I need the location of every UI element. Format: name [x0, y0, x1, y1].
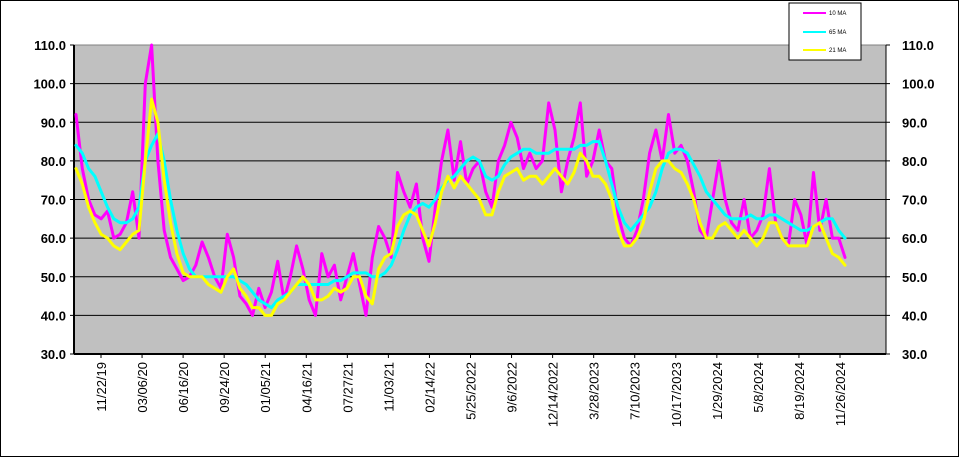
x-tick-label: 11/22/19 — [94, 362, 109, 412]
legend-label-65ma: 65 MA — [829, 30, 846, 36]
x-axis: 11/22/19 03/06/20 06/16/20 09/24/20 01/05/21… — [74, 353, 886, 427]
x-tick-label: 04/16/21 — [299, 362, 314, 413]
left-y-tick-label: 90.0 — [41, 115, 66, 130]
left-y-tick-label: 110.0 — [34, 38, 66, 53]
x-tick-label: 5/8/2024 — [751, 362, 766, 413]
x-tick-label: 7/10/2023 — [628, 362, 643, 420]
x-tick-label: 11/26/2024 — [833, 362, 848, 426]
left-y-tick-label: 40.0 — [41, 308, 66, 323]
x-tick-label: 01/05/21 — [258, 362, 273, 413]
x-tick-label: 11/03/21 — [381, 362, 396, 412]
legend-label-10ma: 10 MA — [829, 11, 846, 17]
series-layer — [74, 43, 847, 317]
right-y-tick-label: 110.0 — [902, 38, 934, 53]
left-y-tick-label: 30.0 — [41, 347, 66, 362]
left-y-tick-label: 50.0 — [41, 270, 66, 285]
x-tick-label: 03/06/20 — [135, 362, 150, 413]
legend-label-21ma: 21 MA — [829, 48, 846, 54]
x-tick-label: 12/14/2022 — [546, 362, 561, 427]
series-line-21-ma — [74, 97, 847, 317]
left-y-tick-label: 80.0 — [41, 154, 66, 169]
right-y-tick-label: 60.0 — [902, 231, 927, 246]
x-tick-label: 9/6/2022 — [505, 362, 520, 413]
right-y-axis: 30.0 40.0 50.0 60.0 70.0 80.0 90.0 100.0 110.0 — [885, 38, 935, 362]
right-y-tick-label: 80.0 — [902, 154, 927, 169]
right-y-tick-label: 90.0 — [902, 115, 927, 130]
right-y-tick-label: 30.0 — [902, 347, 927, 362]
left-y-axis: 30.0 40.0 50.0 60.0 70.0 80.0 90.0 100.0 110.0 — [33, 38, 75, 362]
series-line-65-ma — [74, 132, 847, 310]
x-tick-label: 10/17/2023 — [669, 362, 684, 427]
left-y-tick-label: 70.0 — [41, 193, 66, 208]
x-tick-label: 06/16/20 — [176, 362, 191, 413]
x-tick-label: 07/27/21 — [340, 362, 355, 413]
x-tick-label: 02/14/22 — [422, 362, 437, 413]
left-y-tick-label: 100.0 — [33, 77, 66, 92]
x-tick-label: 09/24/20 — [217, 362, 232, 413]
x-tick-label: 5/25/2022 — [464, 362, 479, 420]
legend: 10 MA 65 MA 21 MA — [788, 2, 862, 61]
x-tick-label: 1/29/2024 — [710, 362, 725, 420]
left-y-tick-label: 60.0 — [41, 231, 66, 246]
right-y-tick-label: 100.0 — [902, 77, 935, 92]
right-y-tick-label: 70.0 — [902, 193, 927, 208]
x-tick-label: 3/28/2023 — [587, 362, 602, 420]
right-y-tick-label: 40.0 — [902, 308, 927, 323]
series-line-10-ma — [74, 43, 847, 317]
x-tick-label: 8/19/2024 — [792, 362, 807, 420]
right-y-tick-label: 50.0 — [902, 270, 927, 285]
